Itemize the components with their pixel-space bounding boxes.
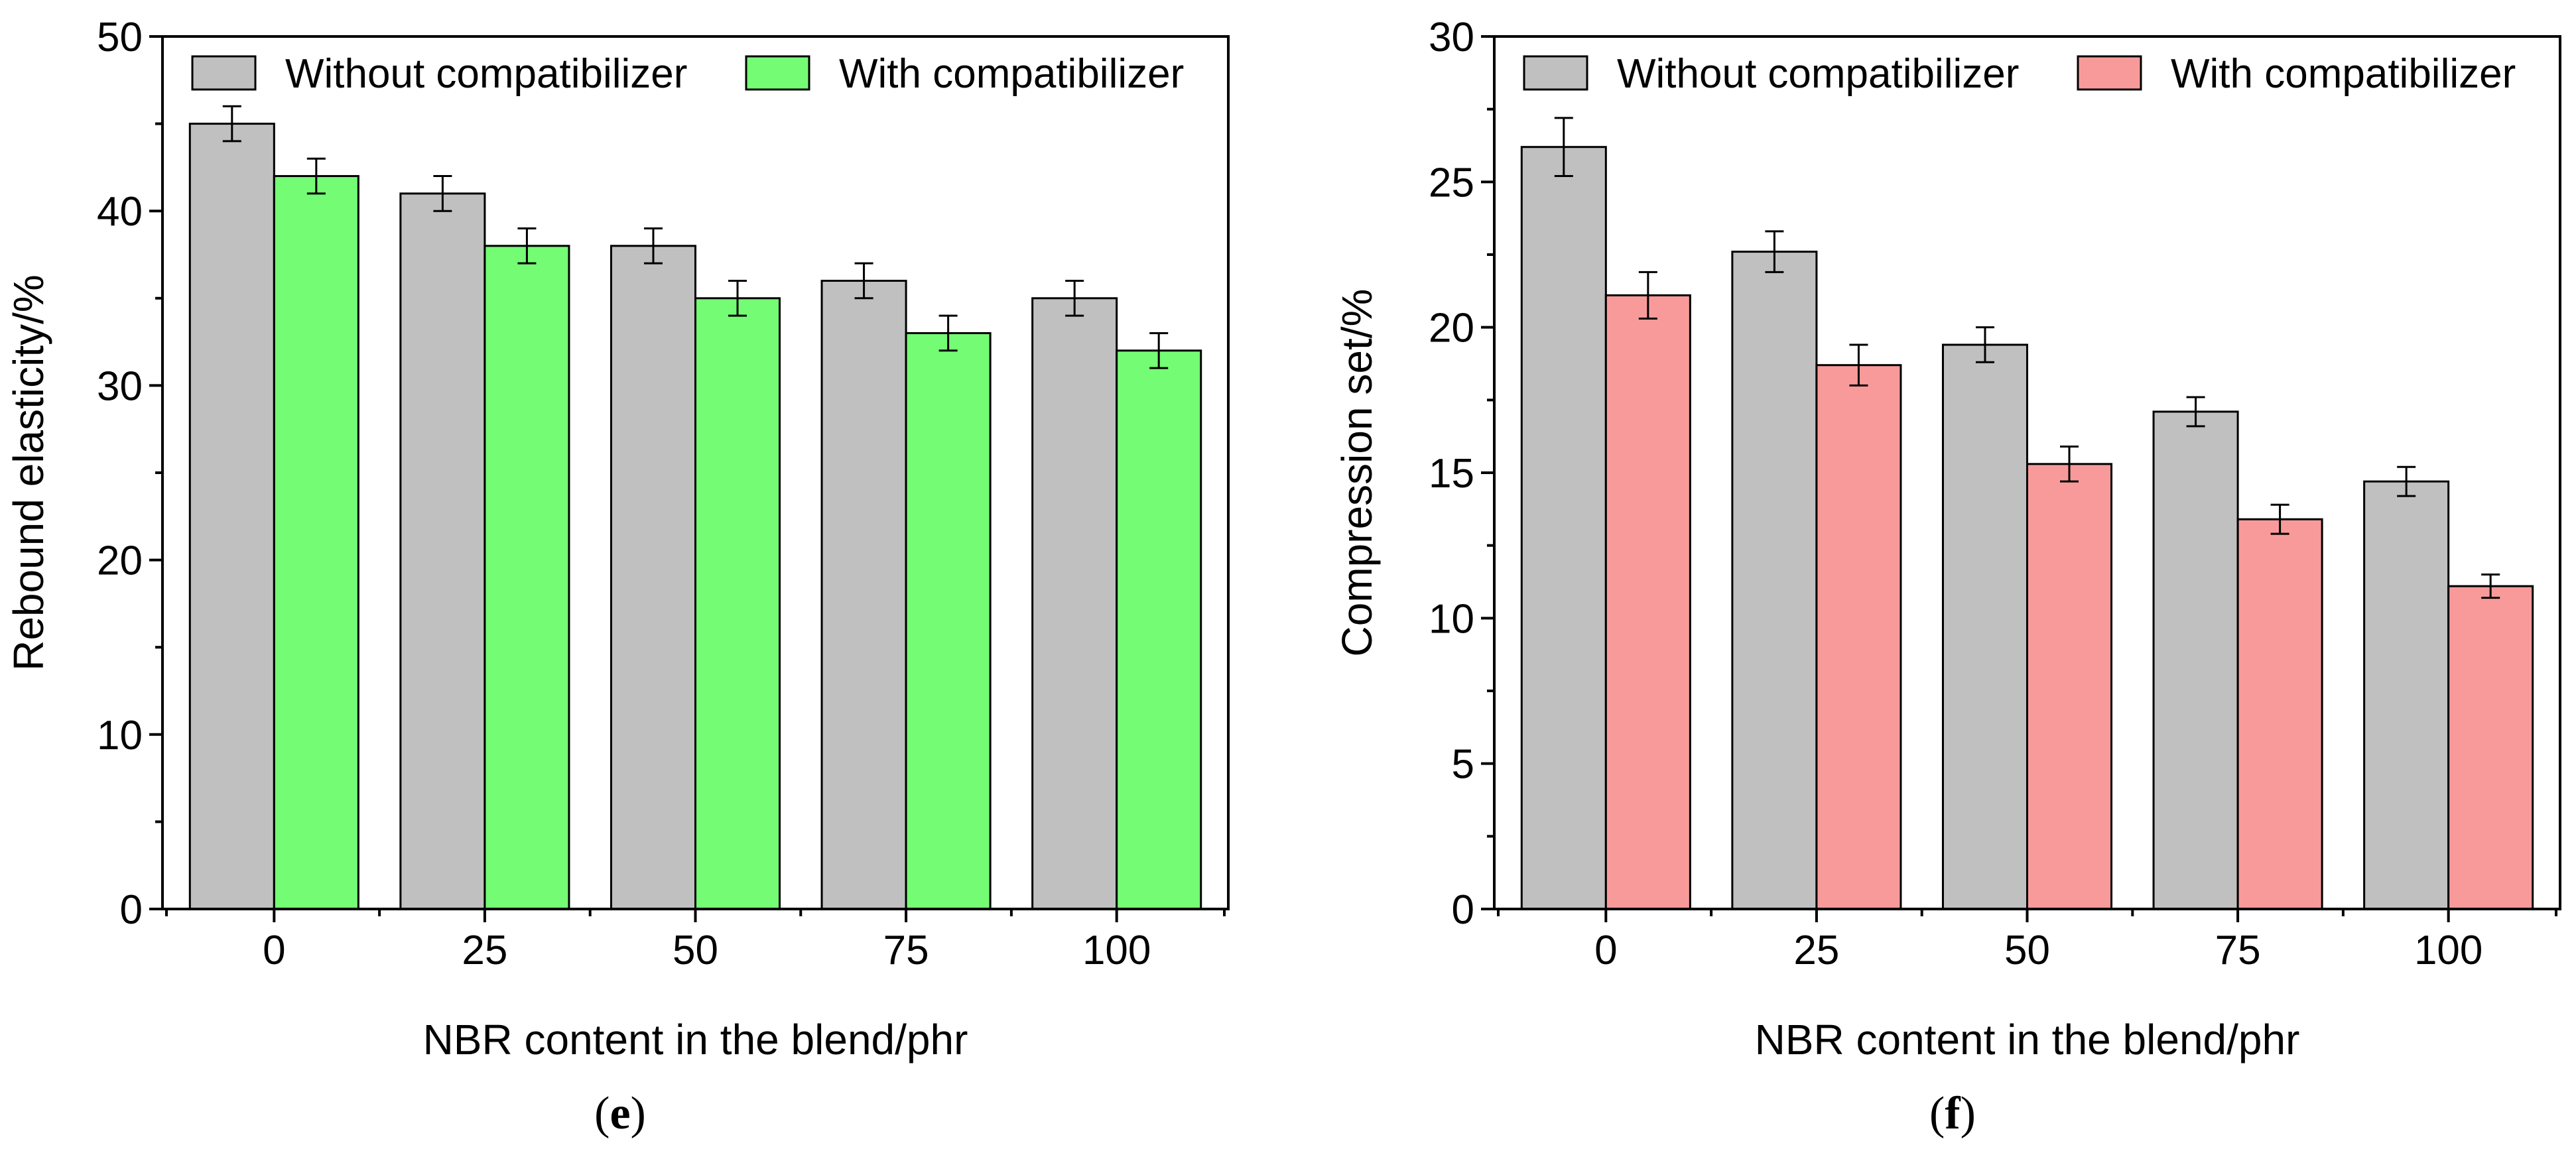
bar-f-s1-75 — [2236, 518, 2323, 910]
caption-letter-f: f — [1945, 1088, 1961, 1139]
bar-e-s1-25 — [483, 245, 570, 910]
legend-label-e-s1: With compatibilizer — [839, 51, 1184, 97]
bar-e-s0-25 — [399, 192, 486, 910]
x-tick-label-f-75: 75 — [2215, 928, 2261, 973]
bar-f-s0-25 — [1731, 251, 1818, 910]
legend-swatch-f-s0 — [1523, 55, 1588, 91]
bar-f-s0-0 — [1520, 146, 1607, 910]
legend-swatch-e-s0 — [191, 55, 257, 91]
chart-panel-e: 0 10 20 30 40 50 0 25 50 75 100 NBR content in the … — [5, 15, 1230, 1139]
y-axis-label-e: Rebound elasticity/% — [5, 274, 52, 671]
y-tick-label-e-0: 0 — [120, 887, 143, 933]
x-axis-label-e: NBR content in the blend/phr — [423, 1016, 968, 1063]
caption-f: (f) — [1929, 1088, 1976, 1139]
x-tick-label-f-0: 0 — [1594, 928, 1617, 973]
y-tick-label-f-15: 15 — [1429, 451, 1474, 497]
bar-e-s1-100 — [1116, 349, 1202, 910]
x-tick-label-e-75: 75 — [883, 928, 929, 973]
legend-label-e-s0: Without compatibilizer — [285, 51, 687, 97]
bar-f-s1-0 — [1604, 294, 1691, 910]
bar-e-s0-0 — [188, 123, 275, 910]
bar-f-s1-50 — [2026, 463, 2113, 910]
bar-e-s0-100 — [1031, 297, 1118, 910]
bar-e-s1-75 — [905, 332, 992, 910]
y-tick-label-e-20: 20 — [97, 538, 143, 584]
y-axis-label-f: Compression set/% — [1333, 289, 1381, 657]
x-tick-label-f-25: 25 — [1793, 928, 1839, 973]
bar-f-s1-100 — [2447, 585, 2534, 910]
y-tick-label-f-10: 10 — [1429, 596, 1474, 642]
x-tick-label-e-25: 25 — [462, 928, 507, 973]
legend-label-f-s1: With compatibilizer — [2171, 51, 2516, 97]
bar-e-s1-0 — [273, 175, 359, 910]
y-tick-label-f-25: 25 — [1429, 160, 1474, 206]
legend-swatch-e-s1 — [745, 55, 810, 91]
bar-e-s0-50 — [610, 245, 696, 910]
y-tick-label-f-0: 0 — [1452, 887, 1474, 933]
caption-letter-e: e — [610, 1088, 630, 1139]
y-tick-label-e-10: 10 — [97, 713, 143, 759]
bar-e-s0-75 — [820, 279, 907, 910]
y-tick-label-f-30: 30 — [1429, 15, 1474, 60]
x-tick-label-e-0: 0 — [263, 928, 285, 973]
x-tick-label-e-100: 100 — [1082, 928, 1151, 973]
legend-label-f-s0: Without compatibilizer — [1617, 51, 2019, 97]
y-tick-label-e-30: 30 — [97, 363, 143, 409]
y-tick-label-f-20: 20 — [1429, 306, 1474, 351]
y-tick-label-e-40: 40 — [97, 189, 143, 235]
bar-f-s0-50 — [1941, 343, 2028, 910]
chart-panel-f: 0 5 10 15 20 25 30 0 25 50 75 100 NBR content in the… — [1333, 15, 2561, 1139]
y-tick-label-e-50: 50 — [97, 15, 143, 60]
legend-swatch-f-s1 — [2077, 55, 2142, 91]
x-tick-label-f-50: 50 — [2004, 928, 2050, 973]
bar-f-s1-25 — [1815, 364, 1902, 910]
bar-e-s1-50 — [694, 297, 781, 910]
x-axis-label-f: NBR content in the blend/phr — [1755, 1016, 2300, 1063]
bar-f-s0-100 — [2363, 480, 2450, 910]
y-tick-label-f-5: 5 — [1452, 742, 1474, 788]
bar-f-s0-75 — [2152, 410, 2239, 910]
x-tick-label-f-100: 100 — [2414, 928, 2482, 973]
caption-e: (e) — [594, 1088, 646, 1139]
x-tick-label-e-50: 50 — [673, 928, 718, 973]
